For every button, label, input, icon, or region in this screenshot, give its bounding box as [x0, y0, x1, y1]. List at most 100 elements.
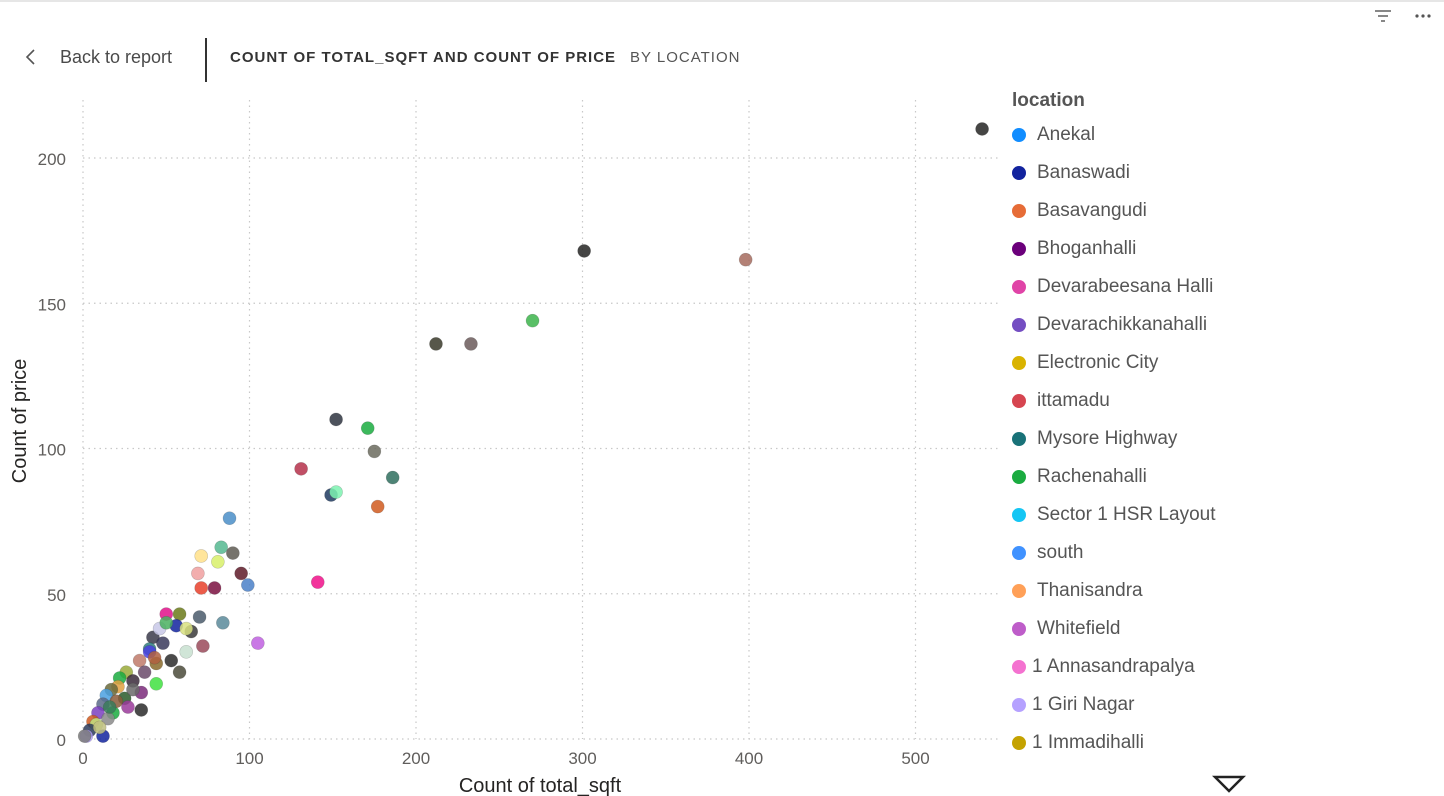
data-point[interactable]	[360, 421, 375, 435]
legend-label: ittamadu	[1037, 390, 1110, 411]
legend-item[interactable]: Whitefield	[1012, 610, 1272, 648]
data-point[interactable]	[102, 700, 117, 714]
data-point[interactable]	[126, 682, 140, 697]
legend-label: Basavangudi	[1037, 200, 1147, 221]
legend-label: Electronic City	[1037, 352, 1159, 373]
data-point[interactable]	[241, 578, 255, 592]
data-point[interactable]	[147, 650, 162, 665]
y-axis-label: Count of price	[9, 359, 31, 484]
data-points	[77, 122, 989, 743]
y-tick-label: 150	[38, 295, 66, 314]
chevron-left-icon	[25, 49, 35, 65]
legend-item[interactable]: Devarachikkanahalli	[1012, 306, 1272, 344]
data-point[interactable]	[464, 337, 478, 351]
legend-item[interactable]: Rachenahalli	[1012, 458, 1272, 496]
data-point[interactable]	[385, 470, 400, 485]
x-tick-label: 500	[901, 749, 929, 768]
legend-item[interactable]: Sector 1 HSR Layout	[1012, 496, 1272, 534]
data-point[interactable]	[179, 621, 194, 636]
legend-item[interactable]: 1 Annasandrapalya	[1012, 648, 1272, 686]
legend-item[interactable]: Basavangudi	[1012, 192, 1272, 230]
data-point[interactable]	[194, 549, 209, 563]
legend-label: 1 Annasandrapalya	[1032, 656, 1195, 677]
back-to-report-button[interactable]: Back to report	[22, 46, 172, 68]
data-point[interactable]	[159, 615, 174, 630]
data-point[interactable]	[172, 665, 187, 679]
legend-item[interactable]: Devarabeesana Halli	[1012, 268, 1272, 306]
data-point[interactable]	[77, 729, 92, 743]
data-point[interactable]	[975, 122, 989, 136]
data-point[interactable]	[525, 313, 540, 328]
data-point[interactable]	[226, 546, 240, 560]
legend-label: south	[1037, 542, 1084, 563]
data-point[interactable]	[329, 485, 343, 499]
data-point[interactable]	[251, 636, 265, 650]
legend-color-dot	[1012, 470, 1026, 484]
data-point[interactable]	[429, 337, 443, 351]
page-subtitle: BY LOCATION	[630, 49, 741, 66]
legend-color-dot	[1012, 166, 1026, 180]
legend-color-dot	[1012, 432, 1026, 446]
legend-item[interactable]: Anekal	[1012, 116, 1272, 154]
legend-item[interactable]: south	[1012, 534, 1272, 572]
legend-label: Rachenahalli	[1037, 466, 1147, 487]
data-point[interactable]	[156, 636, 170, 650]
data-point[interactable]	[367, 444, 382, 459]
legend-item[interactable]: Banaswadi	[1012, 154, 1272, 192]
more-options-icon[interactable]	[1412, 6, 1434, 26]
legend-item[interactable]: ittamadu	[1012, 382, 1272, 420]
data-point[interactable]	[738, 252, 753, 267]
data-point[interactable]	[191, 566, 205, 581]
legend-title: location	[1012, 90, 1085, 111]
data-point[interactable]	[132, 653, 147, 668]
data-point[interactable]	[164, 653, 179, 668]
data-point[interactable]	[172, 607, 187, 621]
x-tick-label: 100	[235, 749, 263, 768]
filter-icon[interactable]	[1372, 6, 1394, 26]
legend-item[interactable]: Thanisandra	[1012, 572, 1272, 610]
data-point[interactable]	[222, 511, 237, 526]
x-axis: 0 100 200 300 400 500	[78, 749, 929, 768]
legend-color-dot	[1012, 698, 1026, 712]
data-point[interactable]	[211, 554, 225, 569]
data-point[interactable]	[196, 639, 210, 653]
y-tick-label: 50	[47, 586, 66, 605]
legend-color-dot	[1012, 660, 1026, 674]
legend-item[interactable]: Mysore Highway	[1012, 420, 1272, 458]
legend-label: Devarachikkanahalli	[1037, 314, 1208, 335]
back-label: Back to report	[60, 46, 173, 67]
scatter-chart: 0 50 100 150 200 0 100 200 300 400 500 Count of p…	[9, 100, 998, 796]
legend-label: Bhoganhalli	[1037, 238, 1137, 259]
page-title: COUNT OF TOTAL_SQFT AND COUNT OF PRICE	[230, 49, 617, 66]
chevron-down-icon[interactable]	[1212, 774, 1246, 794]
data-point[interactable]	[121, 700, 135, 714]
legend-item[interactable]: 1 Immadihalli	[1012, 724, 1272, 762]
data-point[interactable]	[577, 244, 591, 258]
data-point[interactable]	[329, 412, 343, 427]
data-point[interactable]	[310, 575, 325, 589]
data-point[interactable]	[134, 703, 149, 717]
data-point[interactable]	[207, 581, 222, 595]
data-point[interactable]	[216, 615, 230, 630]
legend-color-dot	[1012, 242, 1026, 256]
legend-color-dot	[1012, 356, 1026, 370]
data-point[interactable]	[370, 499, 385, 514]
data-point[interactable]	[214, 540, 228, 555]
x-tick-label: 400	[735, 749, 763, 768]
data-point[interactable]	[137, 665, 152, 679]
data-point[interactable]	[92, 720, 107, 735]
data-point[interactable]	[194, 581, 209, 595]
x-tick-label: 200	[402, 749, 430, 768]
data-point[interactable]	[192, 610, 207, 624]
data-point[interactable]	[294, 462, 308, 476]
legend-item[interactable]: Bhoganhalli	[1012, 230, 1272, 268]
legend-label: Banaswadi	[1037, 162, 1130, 183]
legend-color-dot	[1012, 394, 1026, 408]
data-point[interactable]	[149, 677, 164, 691]
y-axis: 0 50 100 150 200	[38, 150, 66, 750]
legend-item[interactable]: 1 Giri Nagar	[1012, 686, 1272, 724]
data-point[interactable]	[234, 566, 248, 581]
legend-label: Devarabeesana Halli	[1037, 276, 1214, 297]
legend-item[interactable]: Electronic City	[1012, 344, 1272, 382]
data-point[interactable]	[179, 645, 194, 659]
